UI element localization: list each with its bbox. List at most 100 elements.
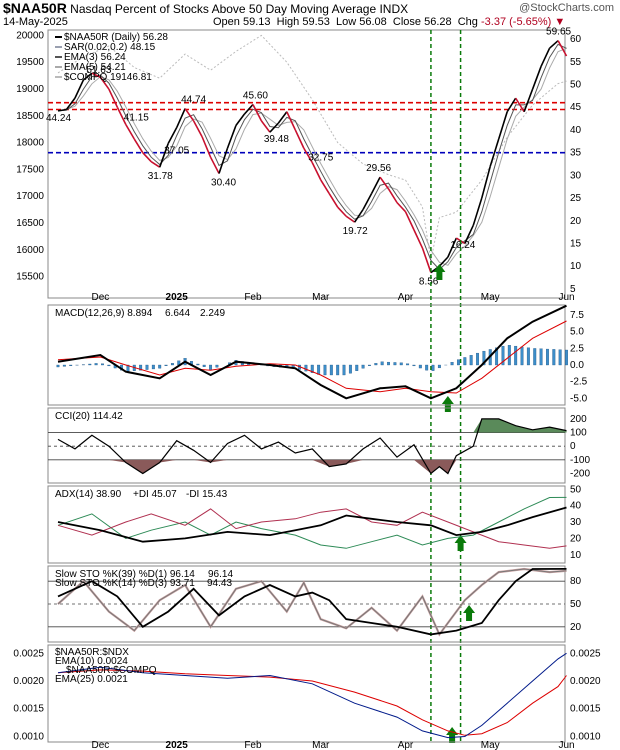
macd-tick: -2.5: [570, 377, 588, 388]
ratio-legend-ema10: EMA(10) 0.0024: [55, 656, 128, 667]
price-annotation: 37.05: [164, 146, 189, 157]
ratio-legend-ema25: EMA(25) 0.0021: [55, 674, 128, 685]
macd-histogram-bar: [202, 364, 206, 367]
macd-histogram-bar: [374, 363, 378, 366]
chg-label: Chg: [457, 16, 478, 28]
price-annotation: 44.74: [181, 95, 206, 106]
macd-histogram-bar: [552, 349, 556, 366]
price-legend-item: $COMPQ 19146.81: [64, 72, 152, 83]
open-label: Open: [213, 16, 240, 28]
macd-histogram-bar: [158, 364, 162, 369]
price-segment: [506, 97, 517, 113]
macd-histogram-bar: [145, 364, 149, 370]
ratio-tick-left: 0.0015: [13, 704, 44, 715]
y-left-tick: 15500: [16, 272, 44, 283]
price-legend-item: SAR(0.02,0.2) 48.15: [64, 42, 156, 53]
macd-histogram-bar: [164, 364, 168, 366]
macd-histogram-bar: [88, 363, 92, 366]
y-left-tick: 17500: [16, 164, 44, 175]
ratio-legend-item: $NAA50R:$COMPQ: [66, 665, 157, 676]
macd-histogram-bar: [463, 357, 467, 366]
macd-legend-hist: 2.249: [200, 308, 225, 319]
price-annotation: 19.72: [343, 226, 368, 237]
ratio-ema10-line: [57, 652, 567, 739]
sto-tick: 20: [570, 622, 582, 633]
down-triangle-icon: ▼: [554, 16, 566, 28]
price-segment: [99, 76, 110, 90]
y-right-tick: 25: [570, 193, 582, 204]
x-tick-label-bottom: Feb: [244, 740, 262, 750]
close-value: 56.28: [424, 16, 452, 28]
macd-histogram-bar: [317, 364, 321, 375]
price-annotation: 32.75: [308, 153, 333, 164]
macd-histogram-bar: [348, 364, 352, 374]
macd-histogram-bar: [431, 364, 435, 371]
macd-histogram-bar: [355, 364, 359, 371]
price-segment: [133, 138, 144, 154]
price-segment: [116, 106, 127, 125]
macd-histogram-bar: [418, 364, 422, 369]
macd-histogram-bar: [94, 363, 98, 366]
y-right-tick: 10: [570, 261, 582, 272]
macd-histogram-bar: [342, 364, 346, 376]
price-segment: [192, 120, 203, 138]
price-segment: [447, 237, 458, 258]
macd-histogram-bar: [107, 364, 111, 367]
macd-histogram-bar: [514, 345, 518, 366]
ratio-panel-frame: [47, 644, 566, 743]
macd-histogram-bar: [539, 348, 543, 366]
x-tick-label-bottom: May: [481, 740, 500, 750]
date: 14-May-2025: [3, 16, 68, 28]
sto-k14-line: [57, 568, 567, 636]
x-tick-label-bottom: Jun: [558, 740, 574, 750]
price-segment: [218, 147, 229, 174]
price-segment: [523, 88, 534, 113]
ratio-tick-right: 0.0015: [570, 704, 601, 715]
adx-legend-mdi: -DI 15.43: [186, 489, 228, 500]
y-left-tick: 16000: [16, 245, 44, 256]
y-right-tick: 50: [570, 80, 582, 91]
macd-histogram-bar: [457, 359, 460, 366]
x-tick-label: Mar: [312, 292, 330, 303]
buy-arrow-ratio: [446, 727, 459, 743]
price-segment: [464, 224, 475, 244]
macd-histogram-bar: [139, 364, 143, 371]
price-segment: [320, 179, 330, 194]
y-right-tick: 40: [570, 125, 582, 136]
price-segment: [387, 188, 398, 204]
price-segment: [353, 208, 364, 223]
brand[interactable]: @StockCharts.com: [519, 2, 614, 14]
macd-histogram-bar: [399, 362, 403, 366]
ohlc-summary: Open 59.13 High 59.53 Low 56.08 Close 56…: [213, 16, 565, 28]
macd-histogram-bar: [558, 349, 562, 366]
price-annotation: 44.24: [46, 113, 71, 124]
sto-tick: 50: [570, 599, 582, 610]
y-right-tick: 15: [570, 238, 582, 249]
y-right-tick: 30: [570, 170, 582, 181]
cci-legend-item: CCI(20) 114.42: [55, 411, 123, 422]
cci-tick: -100: [570, 455, 590, 466]
macd-tick: 7.5: [570, 310, 584, 321]
adx-line: [57, 506, 567, 543]
price-segment: [91, 72, 101, 78]
sto-legend-item: Slow STO %K(39) %D(1) 96.14: [55, 569, 195, 580]
macd-histogram-bar: [482, 350, 486, 366]
ratio-tick-left: 0.0010: [13, 731, 44, 742]
price-segment: [421, 247, 432, 273]
adx-legend-item: ADX(14) 38.90: [55, 489, 122, 500]
price-segment: [489, 138, 500, 167]
cci-tick: -200: [570, 468, 590, 479]
price-segment: [531, 66, 542, 90]
x-tick-label: Feb: [244, 292, 262, 303]
macd-histogram-bar: [406, 363, 410, 366]
price-legend-item: EMA(3) 56.24: [64, 52, 126, 63]
price-segment: [396, 202, 407, 213]
macd-tick: 0.0: [570, 360, 584, 371]
cci-line: [57, 418, 567, 475]
price-segment: [404, 211, 415, 231]
sto-k39-line: [57, 568, 567, 636]
price-annotation: 16.24: [450, 240, 475, 251]
macd-histogram-bar: [501, 345, 505, 366]
close-label: Close: [392, 16, 422, 28]
price-annotation: 51.63: [86, 65, 111, 76]
